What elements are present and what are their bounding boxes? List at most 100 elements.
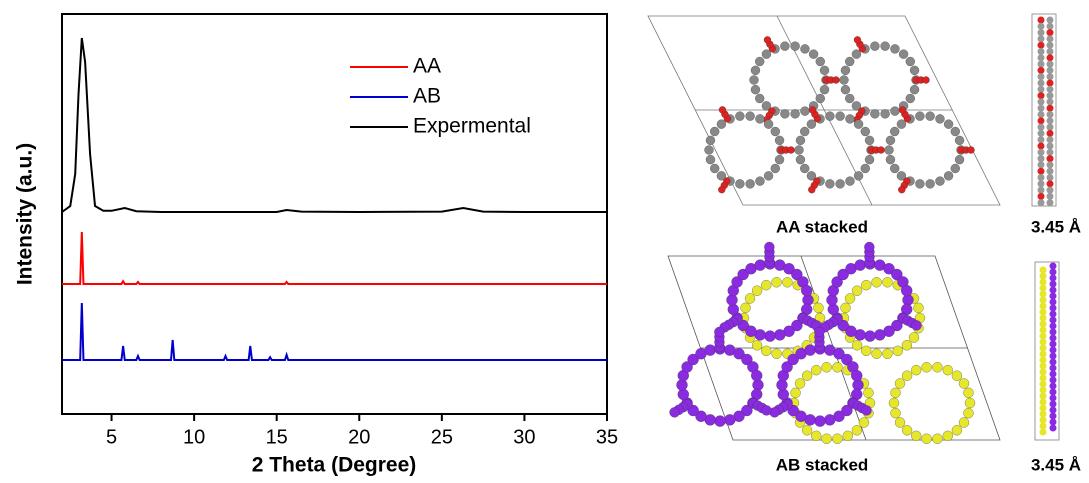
- atom: [959, 418, 969, 428]
- atom: [1040, 375, 1047, 382]
- atom: [901, 285, 912, 296]
- atom: [923, 77, 930, 84]
- atom: [1047, 136, 1054, 143]
- atom: [761, 280, 771, 290]
- atom: [926, 112, 935, 121]
- atom: [1047, 124, 1054, 131]
- atom: [1040, 297, 1047, 304]
- atom: [902, 425, 912, 435]
- atom: [862, 405, 872, 415]
- atom: [1050, 419, 1057, 426]
- atom: [863, 388, 873, 398]
- atom: [1050, 353, 1057, 360]
- atom: [775, 136, 784, 145]
- atom: [780, 109, 789, 118]
- x-tick-label: 25: [431, 426, 453, 448]
- atom: [771, 164, 780, 173]
- atom: [762, 405, 772, 415]
- atom: [816, 57, 825, 66]
- atom: [1040, 285, 1047, 292]
- x-axis-title: 2 Theta (Degree): [252, 454, 417, 477]
- atom: [765, 331, 776, 342]
- atom: [1038, 168, 1045, 175]
- atom: [774, 329, 785, 340]
- atom: [1047, 17, 1054, 24]
- atom: [878, 147, 885, 154]
- atom: [791, 109, 800, 118]
- atom: [890, 107, 899, 116]
- x-tick-label: 35: [596, 426, 618, 448]
- atom: [855, 260, 866, 271]
- atom: [1038, 67, 1045, 74]
- atom: [852, 340, 862, 350]
- atom: [1038, 17, 1045, 24]
- atom: [951, 127, 960, 136]
- atom: [764, 36, 771, 43]
- atom: [1038, 180, 1045, 187]
- atom: [755, 177, 764, 186]
- atom: [775, 155, 784, 164]
- atom: [1047, 111, 1054, 118]
- atom: [751, 66, 760, 75]
- legend-label: AB: [413, 85, 441, 108]
- atom: [1050, 335, 1057, 342]
- atom: [841, 303, 851, 313]
- atom: [843, 431, 853, 441]
- atom: [745, 293, 755, 303]
- atom: [1038, 35, 1045, 42]
- atom: [752, 286, 762, 296]
- atom: [898, 186, 905, 193]
- atom: [791, 42, 800, 51]
- atom: [813, 303, 823, 313]
- atom: [955, 136, 964, 145]
- x-tick-label: 30: [513, 426, 535, 448]
- atom: [935, 114, 944, 123]
- atom: [1038, 98, 1045, 105]
- atom: [1047, 23, 1054, 30]
- atom: [1050, 317, 1057, 324]
- atom: [1047, 161, 1054, 168]
- atom: [955, 155, 964, 164]
- atom: [899, 50, 908, 59]
- atom: [1038, 42, 1045, 49]
- atom: [886, 136, 895, 145]
- atom: [755, 114, 764, 123]
- atom: [1047, 48, 1054, 55]
- atom: [865, 155, 874, 164]
- atom: [910, 66, 919, 75]
- atom: [1040, 267, 1047, 274]
- x-tick-label: 20: [348, 426, 370, 448]
- atom: [906, 57, 915, 66]
- atom: [802, 371, 812, 381]
- atom: [1040, 429, 1047, 436]
- atom: [735, 179, 744, 188]
- atom: [881, 109, 890, 118]
- atom: [885, 146, 894, 155]
- atom: [1047, 174, 1054, 181]
- atom: [1038, 92, 1045, 99]
- atom: [1047, 80, 1054, 87]
- atom: [833, 77, 840, 84]
- atom: [1040, 393, 1047, 400]
- atom: [755, 57, 764, 66]
- legend-label: AA: [413, 55, 441, 78]
- atom: [816, 94, 825, 103]
- atom: [1047, 143, 1054, 150]
- atom: [771, 127, 780, 136]
- atom: [814, 327, 824, 337]
- atom: [890, 44, 899, 53]
- atom: [1050, 329, 1057, 336]
- atom: [1050, 269, 1057, 276]
- atom: [761, 346, 771, 356]
- atom: [1050, 413, 1057, 420]
- atom: [1038, 61, 1045, 68]
- atom: [1050, 305, 1057, 312]
- atom: [872, 277, 882, 287]
- atom: [1047, 54, 1054, 61]
- atom: [1050, 359, 1057, 366]
- atom: [874, 329, 885, 340]
- atom: [801, 285, 812, 296]
- atom: [718, 186, 725, 193]
- atom: [911, 431, 921, 441]
- atom: [943, 365, 953, 375]
